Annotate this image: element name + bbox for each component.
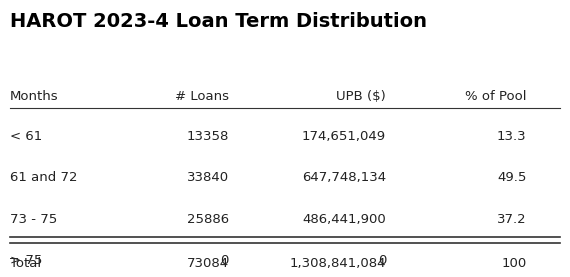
- Text: 647,748,134: 647,748,134: [302, 171, 386, 184]
- Text: Months: Months: [10, 90, 58, 103]
- Text: > 75: > 75: [10, 254, 42, 267]
- Text: # Loans: # Loans: [175, 90, 229, 103]
- Text: 174,651,049: 174,651,049: [302, 130, 386, 143]
- Text: 13358: 13358: [186, 130, 229, 143]
- Text: UPB ($): UPB ($): [336, 90, 386, 103]
- Text: Total: Total: [10, 257, 41, 270]
- Text: 73 - 75: 73 - 75: [10, 213, 57, 226]
- Text: 1,308,841,084: 1,308,841,084: [290, 257, 386, 270]
- Text: < 61: < 61: [10, 130, 42, 143]
- Text: 33840: 33840: [187, 171, 229, 184]
- Text: % of Pool: % of Pool: [465, 90, 527, 103]
- Text: 73084: 73084: [187, 257, 229, 270]
- Text: 0: 0: [378, 254, 386, 267]
- Text: HAROT 2023-4 Loan Term Distribution: HAROT 2023-4 Loan Term Distribution: [10, 12, 427, 31]
- Text: 13.3: 13.3: [497, 130, 527, 143]
- Text: 37.2: 37.2: [497, 213, 527, 226]
- Text: 25886: 25886: [187, 213, 229, 226]
- Text: 49.5: 49.5: [497, 171, 527, 184]
- Text: 0: 0: [221, 254, 229, 267]
- Text: 61 and 72: 61 and 72: [10, 171, 78, 184]
- Text: 486,441,900: 486,441,900: [302, 213, 386, 226]
- Text: 100: 100: [501, 257, 527, 270]
